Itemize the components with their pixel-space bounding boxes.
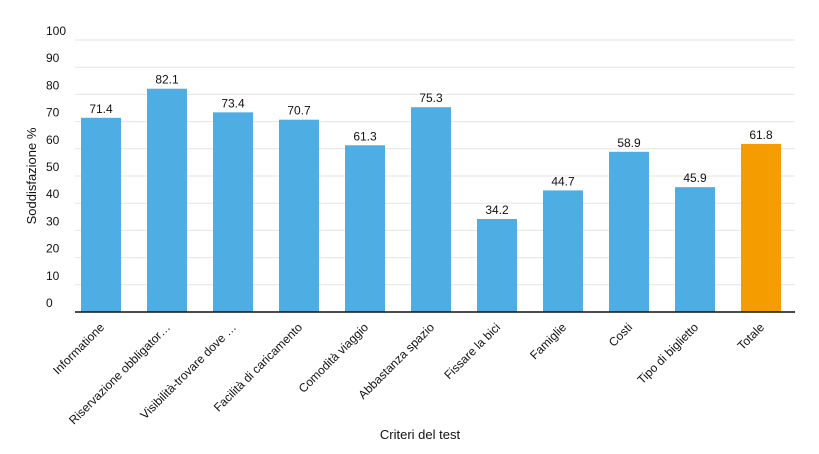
bar-value-label: 71.4: [89, 102, 113, 116]
y-tick-label: 100: [46, 24, 66, 38]
x-tick-label: Tipo di biglietto: [634, 320, 701, 387]
y-tick-label: 70: [46, 106, 60, 120]
y-tick-label: 10: [46, 269, 60, 283]
bar-value-label: 61.3: [353, 129, 377, 143]
x-tick-label: Fissare la bici: [441, 320, 503, 382]
x-tick-label: Costi: [606, 320, 635, 349]
bar-value-label: 34.2: [485, 203, 509, 217]
bar: [477, 218, 517, 312]
bar-value-label: 73.4: [221, 96, 245, 110]
x-tick-label: Informatione: [50, 320, 107, 377]
y-tick-label: 60: [46, 133, 60, 147]
bar-value-label: 45.9: [683, 171, 707, 185]
y-tick-label: 50: [46, 160, 60, 174]
y-tick-label: 20: [46, 242, 60, 256]
bar: [675, 187, 715, 312]
y-tick-label: 90: [46, 51, 60, 65]
bar-value-label: 75.3: [419, 91, 443, 105]
y-tick-label: 80: [46, 78, 60, 92]
bar: [147, 88, 187, 312]
y-tick-label: 0: [46, 296, 53, 310]
x-tick-label: Totale: [735, 320, 768, 353]
x-axis-title: Criteri del test: [380, 427, 461, 442]
y-axis-title: Soddisfazione %: [24, 127, 39, 224]
bar: [279, 119, 319, 312]
x-tick-label: Famiglie: [527, 320, 569, 362]
value-labels: 71.4 82.1 73.4 70.7 61.3 75.3 34.2 44.7 58.9 45.9…: [89, 73, 773, 217]
bar: [213, 112, 253, 313]
bar-value-label: 61.8: [749, 128, 773, 142]
bar-value-label: 58.9: [617, 136, 641, 150]
bar: [345, 145, 385, 312]
bar-value-label: 82.1: [155, 73, 179, 87]
bar: [411, 107, 451, 313]
bar: [609, 151, 649, 312]
bars: [81, 88, 781, 313]
bar: [81, 117, 121, 313]
y-tick-label: 40: [46, 187, 60, 201]
bar-value-label: 44.7: [551, 174, 575, 188]
y-axis-ticks: 0 10 20 30 40 50 60 70 80 90 100: [46, 24, 66, 310]
bar: [543, 190, 583, 312]
y-tick-label: 30: [46, 214, 60, 228]
bar: [741, 143, 781, 312]
x-tick-label: Comodità viaggio: [296, 320, 372, 396]
bar-value-label: 70.7: [287, 104, 311, 118]
